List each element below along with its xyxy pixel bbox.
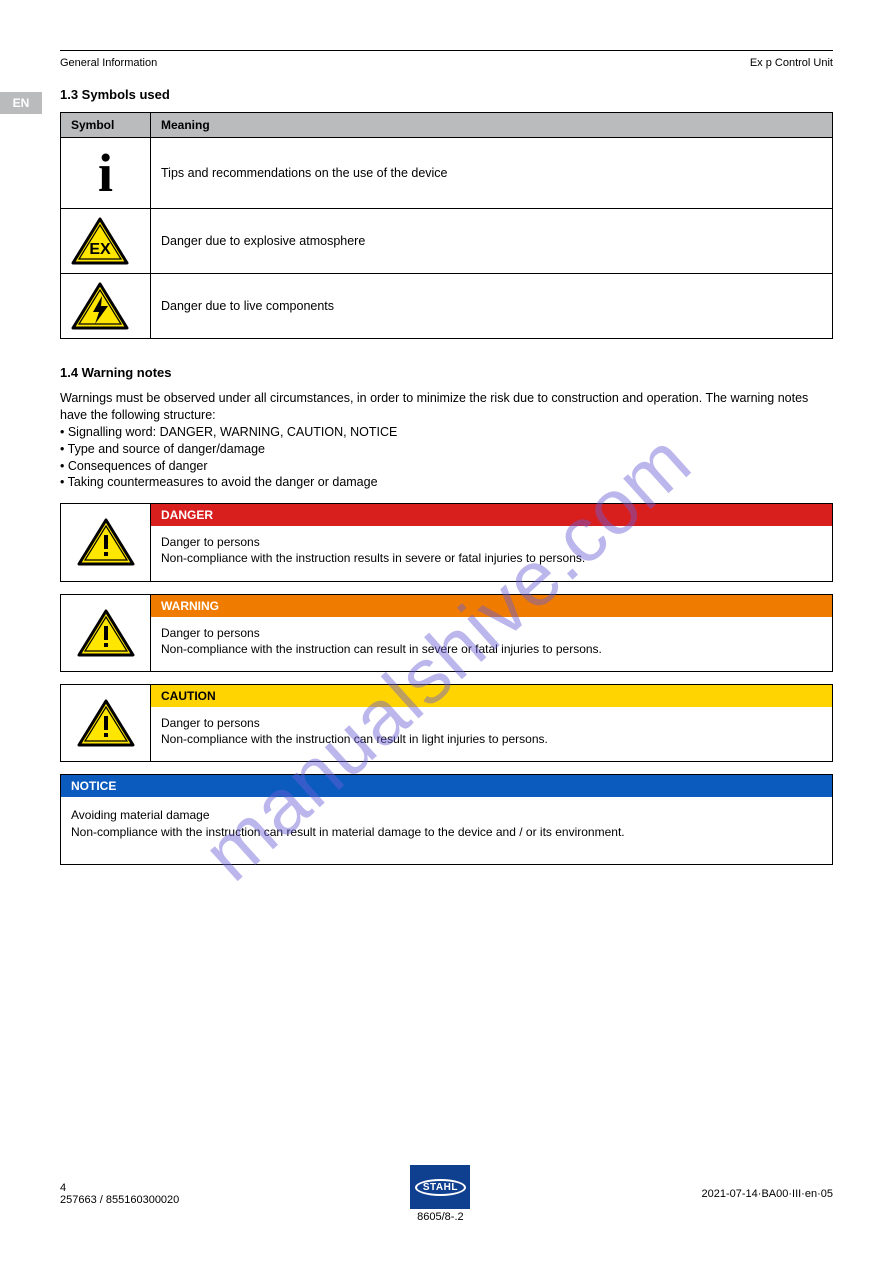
- page-header: General Information Ex p Control Unit: [60, 57, 833, 69]
- notice-box: NOTICE Avoiding material damage Non-comp…: [60, 774, 833, 864]
- notice-header: NOTICE: [61, 775, 832, 797]
- symbols-col-symbol: Symbol: [61, 113, 151, 138]
- section-symbols-title: 1.3 Symbols used: [60, 87, 833, 102]
- warning-body: Danger to persons Non-compliance with th…: [151, 617, 832, 671]
- header-left: General Information: [60, 57, 157, 69]
- warning-triangle-icon: [77, 609, 135, 657]
- footer-center-line1: 8605/8-.2: [410, 1211, 470, 1223]
- header-rule: [60, 50, 833, 51]
- page-footer: 4 257663 / 855160300020 STAHL 8605/8-.2 …: [60, 1165, 833, 1223]
- warning-triangle-icon: [77, 518, 135, 566]
- danger-box: DANGER Danger to persons Non-compliance …: [60, 503, 833, 581]
- footer-center: STAHL 8605/8-.2: [410, 1165, 470, 1223]
- symbols-col-meaning: Meaning: [151, 113, 833, 138]
- danger-body: Danger to persons Non-compliance with th…: [151, 526, 832, 580]
- footer-right: 2021-07-14·BA00·III·en·05: [702, 1188, 833, 1200]
- danger-header: DANGER: [151, 504, 832, 526]
- symbols-row-text: Danger due to live components: [151, 274, 833, 339]
- shock-triangle-icon: [71, 282, 129, 330]
- notice-body: Avoiding material damage Non-compliance …: [61, 797, 832, 863]
- table-row: EX Danger due to explosive atmosphere: [61, 209, 833, 274]
- warning-triangle-icon: [77, 699, 135, 747]
- symbols-table: Symbol Meaning i Tips and recommendation…: [60, 112, 833, 339]
- table-row: Danger due to live components: [61, 274, 833, 339]
- header-right: Ex p Control Unit: [750, 57, 833, 69]
- caution-body: Danger to persons Non-compliance with th…: [151, 707, 832, 761]
- ex-triangle-icon: EX: [71, 217, 129, 265]
- language-tab: EN: [0, 92, 42, 114]
- footer-right-line1: 2021-07-14·BA00·III·en·05: [702, 1188, 833, 1200]
- stahl-logo-text: STAHL: [415, 1179, 466, 1196]
- section-warnings-title: 1.4 Warning notes: [60, 365, 833, 380]
- warning-box: WARNING Danger to persons Non-compliance…: [60, 594, 833, 672]
- warning-header: WARNING: [151, 595, 832, 617]
- stahl-logo: STAHL: [410, 1165, 470, 1209]
- caution-header: CAUTION: [151, 685, 832, 707]
- caution-box: CAUTION Danger to persons Non-compliance…: [60, 684, 833, 762]
- svg-text:EX: EX: [89, 241, 111, 258]
- footer-left-line2: 257663 / 855160300020: [60, 1194, 179, 1206]
- info-icon: i: [98, 143, 113, 203]
- footer-left: 4 257663 / 855160300020: [60, 1182, 179, 1206]
- symbols-row-text: Tips and recommendations on the use of t…: [151, 138, 833, 209]
- warnings-intro: Warnings must be observed under all circ…: [60, 390, 833, 491]
- footer-left-line1: 4: [60, 1182, 179, 1194]
- symbols-row-text: Danger due to explosive atmosphere: [151, 209, 833, 274]
- table-row: i Tips and recommendations on the use of…: [61, 138, 833, 209]
